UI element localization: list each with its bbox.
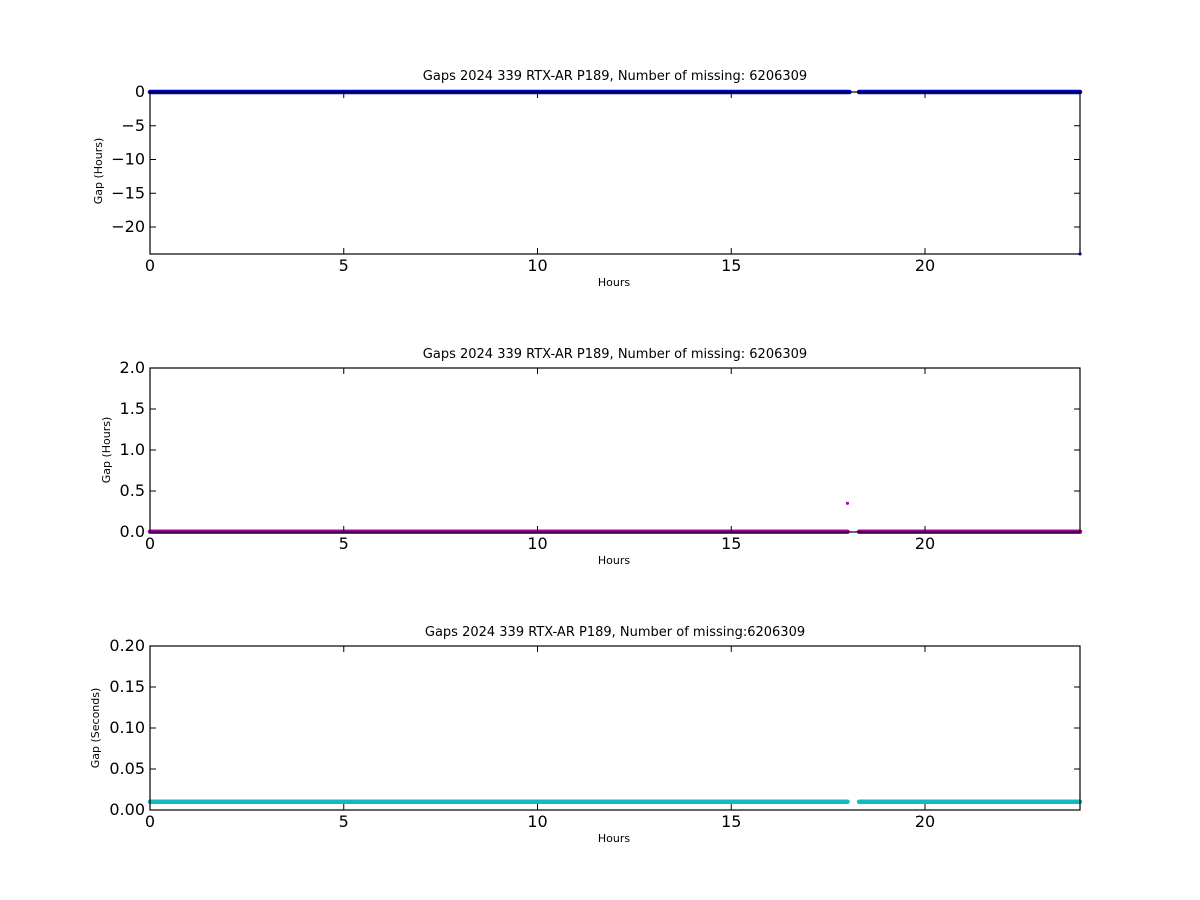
y-axis-label: Gap (Hours) <box>92 138 105 205</box>
x-tick-label: 20 <box>915 256 935 275</box>
x-tick-label: 10 <box>527 256 547 275</box>
y-tick-label: −20 <box>111 217 145 236</box>
y-tick-label: −5 <box>121 116 145 135</box>
y-tick-label: −15 <box>111 183 145 202</box>
y-tick-label: 0.05 <box>109 759 145 778</box>
axis-ticks: 0 5 10 15 20 0 −5 −10 −15 −20 <box>111 82 1080 275</box>
y-tick-label: 2.0 <box>120 358 145 377</box>
y-tick-label: 0.0 <box>120 522 145 541</box>
x-tick-label: 0 <box>145 812 155 831</box>
axes-frame <box>149 645 1081 811</box>
x-tick-label: 0 <box>145 534 155 553</box>
x-tick-label: 0 <box>145 256 155 275</box>
x-tick-label: 15 <box>721 534 741 553</box>
x-axis-label: Hours <box>598 554 630 567</box>
x-tick-label: 15 <box>721 812 741 831</box>
y-tick-label: 1.5 <box>120 399 145 418</box>
x-axis-label: Hours <box>598 832 630 845</box>
y-tick-label: 0 <box>135 82 145 101</box>
axis-ticks: 0 5 10 15 20 0.00 0.05 0.10 0.15 0.20 <box>109 636 1080 831</box>
y-tick-label: 1.0 <box>120 440 145 459</box>
y-tick-label: 0.15 <box>109 677 145 696</box>
x-tick-label: 5 <box>339 256 349 275</box>
panel-title: Gaps 2024 339 RTX-AR P189, Number of mis… <box>425 625 805 640</box>
panel-title: Gaps 2024 339 RTX-AR P189, Number of mis… <box>423 69 807 84</box>
y-tick-label: 0.10 <box>109 718 145 737</box>
y-axis-label: Gap (Seconds) <box>89 688 102 769</box>
x-tick-label: 10 <box>527 812 547 831</box>
x-tick-label: 20 <box>915 534 935 553</box>
y-tick-label: 0.20 <box>109 636 145 655</box>
y-axis-label: Gap (Hours) <box>100 417 113 484</box>
x-tick-label: 5 <box>339 812 349 831</box>
axis-ticks: 0 5 10 15 20 0.0 0.5 1.0 1.5 2.0 <box>120 358 1080 553</box>
axes-frame <box>149 91 1081 255</box>
panel-seconds: Gaps 2024 339 RTX-AR P189, Number of mis… <box>89 625 1083 845</box>
y-tick-label: 0.00 <box>109 800 145 819</box>
y-tick-label: 0.5 <box>120 481 145 500</box>
x-tick-label: 5 <box>339 534 349 553</box>
panel-title: Gaps 2024 339 RTX-AR P189, Number of mis… <box>423 347 807 362</box>
panel-hours-positive: Gaps 2024 339 RTX-AR P189, Number of mis… <box>100 347 1083 567</box>
x-tick-label: 15 <box>721 256 741 275</box>
data-point <box>845 501 850 505</box>
panel-hours-negative: Gaps 2024 339 RTX-AR P189, Number of mis… <box>92 69 1083 289</box>
axes-frame <box>149 367 1081 533</box>
x-tick-label: 20 <box>915 812 935 831</box>
x-tick-label: 10 <box>527 534 547 553</box>
y-tick-label: −10 <box>111 150 145 169</box>
x-axis-label: Hours <box>598 276 630 289</box>
